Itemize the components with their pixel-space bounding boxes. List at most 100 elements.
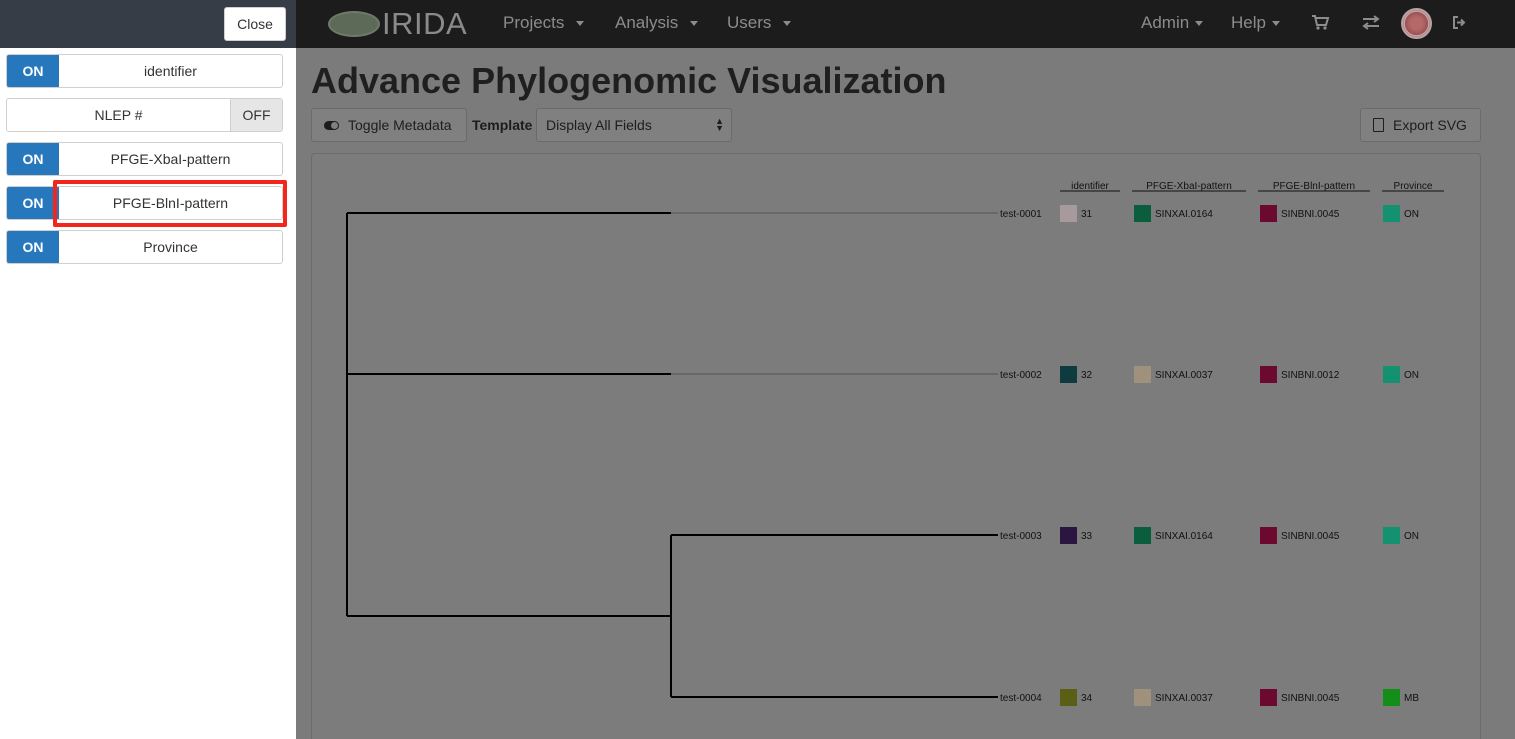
metadata-swatch	[1260, 366, 1277, 383]
switch-on[interactable]: ON	[7, 143, 59, 175]
close-button[interactable]: Close	[224, 7, 286, 41]
metadata-value: SINXAI.0164	[1155, 209, 1213, 220]
metadata-value: SINBNI.0045	[1281, 209, 1340, 220]
metadata-swatch	[1060, 689, 1077, 706]
nav-menu-help[interactable]: Help	[1231, 13, 1280, 33]
metadata-value: 32	[1081, 370, 1093, 381]
file-image-icon	[1373, 118, 1384, 132]
cart-icon[interactable]	[1311, 14, 1330, 31]
export-svg-button[interactable]: Export SVG	[1360, 108, 1481, 142]
tree-panel: identifier PFGE-XbaI-pattern PFGE-BlnI-p…	[311, 153, 1481, 739]
nav-menu-analysis[interactable]: Analysis	[615, 13, 699, 33]
metadata-value: ON	[1404, 531, 1419, 542]
nav-menu-analysis-label: Analysis	[615, 13, 679, 32]
sidebar-header: Close	[0, 0, 296, 48]
metadata-value: SINXAI.0164	[1155, 531, 1213, 542]
metadata-swatch	[1134, 689, 1151, 706]
field-toggle-nlep[interactable]: NLEP # OFF	[6, 98, 283, 132]
metadata-swatch	[1383, 205, 1400, 222]
caret-down-icon	[1195, 20, 1204, 26]
template-select[interactable]: Display All Fields ▲ ▼	[536, 108, 732, 142]
field-toggle-identifier[interactable]: ON identifier	[6, 54, 283, 88]
caret-down-icon	[1271, 20, 1280, 26]
nav-menu-admin[interactable]: Admin	[1141, 13, 1204, 33]
irida-logo-icon	[328, 11, 380, 37]
metadata-swatch	[1260, 689, 1277, 706]
export-svg-label: Export SVG	[1393, 117, 1467, 133]
column-header-identifier: identifier	[1071, 181, 1109, 192]
nav-menu-users[interactable]: Users	[727, 13, 792, 33]
metadata-headers: identifier PFGE-XbaI-pattern PFGE-BlnI-p…	[1071, 181, 1433, 192]
select-arrows-icon: ▲ ▼	[715, 116, 724, 133]
tree-leaf-row[interactable]: test-0002 32 SINXAI.0037 SINBNI.0012 ON	[1000, 366, 1419, 383]
leaf-label: test-0003	[1000, 531, 1042, 542]
caret-down-icon	[690, 20, 699, 26]
metadata-swatch	[1060, 527, 1077, 544]
avatar[interactable]	[1401, 8, 1432, 39]
transfer-icon[interactable]	[1362, 15, 1380, 30]
toggle-icon	[324, 120, 339, 130]
nav-menu-help-label: Help	[1231, 13, 1266, 32]
metadata-swatch	[1260, 205, 1277, 222]
field-toggle-pfge-xbai[interactable]: ON PFGE-XbaI-pattern	[6, 142, 283, 176]
metadata-sidebar: Close ON identifier NLEP # OFF ON PFGE-X…	[0, 0, 296, 739]
metadata-swatch	[1134, 205, 1151, 222]
metadata-value: SINXAI.0037	[1155, 693, 1213, 704]
column-header-blni: PFGE-BlnI-pattern	[1273, 181, 1355, 192]
metadata-value: MB	[1404, 693, 1419, 704]
page-title: Advance Phylogenomic Visualization	[311, 60, 947, 101]
metadata-swatch	[1134, 366, 1151, 383]
metadata-value: SINBNI.0045	[1281, 693, 1340, 704]
switch-on[interactable]: ON	[7, 55, 59, 87]
nav-menu-users-label: Users	[727, 13, 772, 32]
leaf-label: test-0004	[1000, 693, 1042, 704]
metadata-swatch	[1260, 527, 1277, 544]
metadata-swatch	[1383, 527, 1400, 544]
metadata-swatch	[1060, 205, 1077, 222]
metadata-swatch	[1383, 366, 1400, 383]
toggle-metadata-button[interactable]: Toggle Metadata	[311, 108, 467, 142]
metadata-value: ON	[1404, 209, 1419, 220]
tree-leaf-extensions	[671, 212, 998, 375]
caret-down-icon	[783, 20, 792, 26]
brand-logo-link[interactable]: IRIDA	[328, 5, 467, 43]
metadata-value: SINXAI.0037	[1155, 370, 1213, 381]
metadata-value: 33	[1081, 531, 1093, 542]
field-label: NLEP #	[94, 107, 143, 123]
field-toggle-pfge-blni[interactable]: ON PFGE-BlnI-pattern	[6, 186, 283, 220]
leaf-label: test-0002	[1000, 370, 1042, 381]
tree-branches	[346, 212, 998, 698]
metadata-value: SINBNI.0045	[1281, 531, 1340, 542]
nav-menu-projects[interactable]: Projects	[503, 13, 585, 33]
metadata-value: ON	[1404, 370, 1419, 381]
metadata-swatch	[1383, 689, 1400, 706]
tree-leaf-row[interactable]: test-0001 31 SINXAI.0164 SINBNI.0045 ON	[1000, 205, 1419, 222]
caret-down-icon	[576, 20, 585, 26]
field-toggle-province[interactable]: ON Province	[6, 230, 283, 264]
nav-menu-projects-label: Projects	[503, 13, 565, 32]
phylogenetic-tree[interactable]: identifier PFGE-XbaI-pattern PFGE-BlnI-p…	[312, 154, 1480, 739]
brand-name: IRIDA	[382, 6, 468, 41]
field-label: identifier	[144, 63, 197, 79]
field-label: PFGE-BlnI-pattern	[112, 195, 229, 211]
field-label: PFGE-XbaI-pattern	[110, 151, 231, 167]
metadata-value: SINBNI.0012	[1281, 370, 1340, 381]
metadata-swatch	[1060, 366, 1077, 383]
switch-on[interactable]: ON	[7, 187, 59, 219]
column-header-province: Province	[1394, 181, 1433, 192]
tree-leaf-row[interactable]: test-0004 34 SINXAI.0037 SINBNI.0045 MB	[1000, 689, 1419, 706]
template-select-value: Display All Fields	[546, 117, 652, 133]
switch-on[interactable]: ON	[7, 231, 59, 263]
nav-menu-admin-label: Admin	[1141, 13, 1190, 32]
metadata-value: 31	[1081, 209, 1093, 220]
metadata-value: 34	[1081, 693, 1093, 704]
tree-leaf-row[interactable]: test-0003 33 SINXAI.0164 SINBNI.0045 ON	[1000, 527, 1419, 544]
metadata-swatch	[1134, 527, 1151, 544]
template-label: Template	[472, 117, 533, 133]
column-header-xbai: PFGE-XbaI-pattern	[1146, 181, 1232, 192]
switch-off[interactable]: OFF	[230, 99, 282, 131]
tree-rows: test-0001 31 SINXAI.0164 SINBNI.0045 ONtest-…	[1000, 205, 1419, 706]
leaf-label: test-0001	[1000, 209, 1042, 220]
logout-icon[interactable]	[1452, 16, 1466, 29]
toggle-metadata-label: Toggle Metadata	[348, 117, 452, 133]
